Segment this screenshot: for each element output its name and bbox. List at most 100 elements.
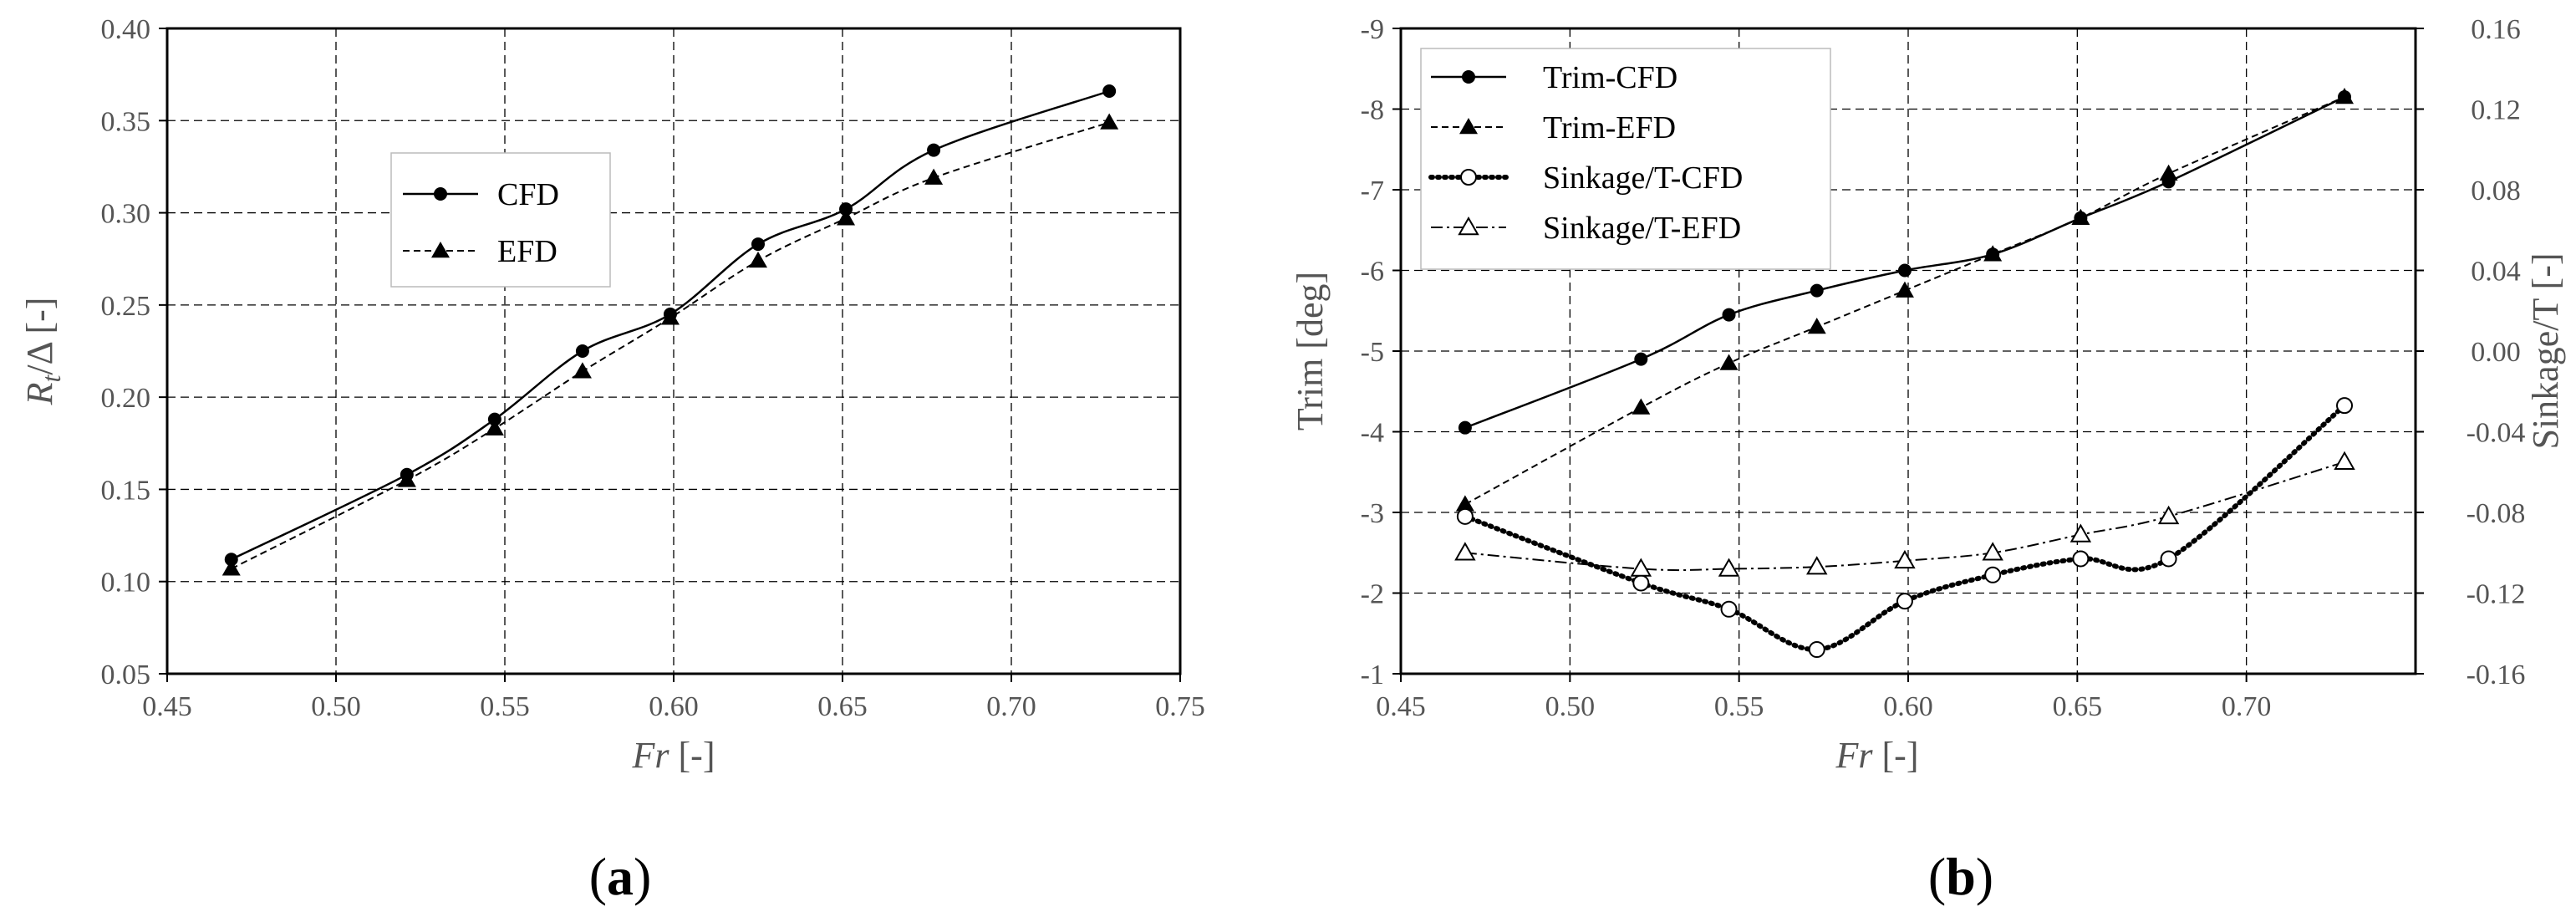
caption-paren-open: ( — [589, 847, 607, 906]
y-left-axis-label: Trim [deg] — [1290, 272, 1331, 430]
x-axis-label-unit: [-] — [669, 735, 715, 776]
series-sinkage-t-efd — [1454, 451, 2355, 577]
data-point — [1896, 593, 1913, 610]
data-point — [1894, 549, 1916, 569]
y-axis-label: Rt/Δ [-] — [19, 298, 66, 406]
caption-paren-close: ) — [1976, 847, 1993, 906]
data-point — [1984, 566, 2002, 583]
caption-letter: a — [607, 847, 634, 906]
y-left-tick-label: -5 — [1361, 337, 1384, 368]
data-point — [2072, 550, 2090, 568]
data-point — [1806, 556, 1828, 575]
y-left-tick-label: -7 — [1361, 176, 1384, 206]
x-axis-label-symbol: Fr — [632, 735, 670, 776]
legend: CFD EFD — [390, 152, 611, 288]
x-axis-label: Fr [-] — [632, 735, 715, 776]
panel-caption-b: (b) — [1928, 847, 1993, 906]
y-right-tick-label: -0.04 — [2467, 418, 2526, 449]
data-point — [749, 251, 767, 268]
y-left-tick-label: -9 — [1361, 14, 1384, 45]
y-tick-label: 0.40 — [101, 14, 151, 45]
data-point — [2335, 88, 2355, 104]
data-point — [1895, 281, 1914, 298]
y-tick-label: 0.15 — [101, 475, 151, 506]
series-line — [231, 121, 1110, 570]
legend-box — [1420, 48, 1831, 270]
x-axis-label-unit: [-] — [1873, 735, 1919, 776]
data-point — [1982, 542, 2003, 561]
data-point — [2069, 523, 2092, 543]
data-point — [927, 143, 941, 157]
data-point — [837, 209, 856, 226]
y-right-tick-label: 0.00 — [2471, 337, 2521, 368]
y-axis-label-unit: /Δ [-] — [19, 298, 60, 375]
data-point — [1630, 558, 1652, 577]
data-point — [1632, 574, 1650, 592]
caption-paren-open: ( — [1928, 847, 1946, 906]
panel-b: 0.45 0.50 0.55 0.60 0.65 0.70 -1 -2 -3 -4 -5 -6 -7 -8… — [1290, 14, 2566, 906]
y-left-tick-label: -2 — [1361, 579, 1384, 610]
y-tick-label: 0.35 — [101, 106, 151, 137]
data-point — [751, 237, 765, 252]
data-point — [485, 419, 504, 436]
legend-swatch-marker — [1459, 118, 1478, 135]
x-tick-label: 0.50 — [311, 691, 361, 722]
y-tick-label: 0.10 — [101, 568, 151, 599]
x-tick-label: 0.70 — [2222, 691, 2272, 722]
data-point — [1808, 641, 1825, 659]
grid — [167, 28, 1180, 674]
legend-label: Trim-EFD — [1543, 110, 1676, 145]
x-tick-label: 0.50 — [1545, 691, 1596, 722]
grid — [1401, 28, 2416, 674]
legend: Trim-CFD Trim-EFD Sinkage/T-CFD Sinkage/T-E… — [1420, 48, 1831, 270]
series-cfd — [224, 84, 1117, 567]
data-point — [221, 559, 241, 576]
data-point — [573, 362, 592, 379]
panel-caption-a: (a) — [589, 847, 652, 906]
legend-swatch-marker — [1462, 70, 1475, 84]
data-point — [660, 308, 680, 325]
x-tick-label: 0.75 — [1155, 691, 1205, 722]
y-right-tick-label: 0.16 — [2471, 14, 2521, 45]
data-point — [2071, 208, 2090, 226]
series-efd — [221, 113, 1119, 576]
legend-label: Trim-CFD — [1543, 60, 1677, 95]
data-point — [2157, 505, 2180, 525]
data-point — [1897, 263, 1912, 278]
legend-swatch-marker — [431, 242, 450, 258]
panel-a: 0.45 0.50 0.55 0.60 0.65 0.70 0.75 0.05 0.10 0.15… — [19, 14, 1205, 906]
legend-label: CFD — [497, 177, 559, 212]
data-point — [1722, 308, 1736, 322]
y-axis-label-symbol: R — [19, 382, 60, 405]
data-point — [1983, 245, 2003, 262]
legend-swatch-marker — [434, 187, 447, 201]
y-tick-label: 0.30 — [101, 199, 151, 230]
data-point — [1632, 398, 1651, 415]
data-point — [1807, 318, 1826, 334]
y-axis-label-subscript: t — [36, 374, 66, 383]
data-point — [1456, 507, 1474, 525]
y-right-axis-label: Sinkage/T [-] — [2525, 252, 2566, 449]
series-line — [1462, 403, 2347, 653]
data-point — [1455, 495, 1474, 512]
x-tick-label: 0.55 — [480, 691, 530, 722]
y-tick-label: 0.20 — [101, 383, 151, 414]
data-point — [487, 412, 501, 426]
x-tick-label: 0.65 — [2053, 691, 2103, 722]
y-right-tick-label: 0.08 — [2471, 176, 2521, 206]
y-left-tick-label: -4 — [1361, 418, 1384, 449]
y-left-tick-label: -3 — [1361, 498, 1384, 529]
x-tick-label: 0.60 — [1883, 691, 1933, 722]
series-line — [1464, 461, 2345, 572]
y-left-tick-label: -6 — [1361, 257, 1384, 288]
x-tick-label: 0.45 — [142, 691, 192, 722]
data-point — [839, 202, 853, 217]
data-point — [397, 471, 416, 487]
y-left-tick-label: -1 — [1361, 660, 1384, 690]
x-tick-label: 0.45 — [1376, 691, 1426, 722]
legend-swatch-marker — [1460, 169, 1477, 186]
x-tick-label: 0.70 — [986, 691, 1036, 722]
data-point — [2160, 550, 2177, 568]
y-tick-label: 0.05 — [101, 660, 151, 690]
